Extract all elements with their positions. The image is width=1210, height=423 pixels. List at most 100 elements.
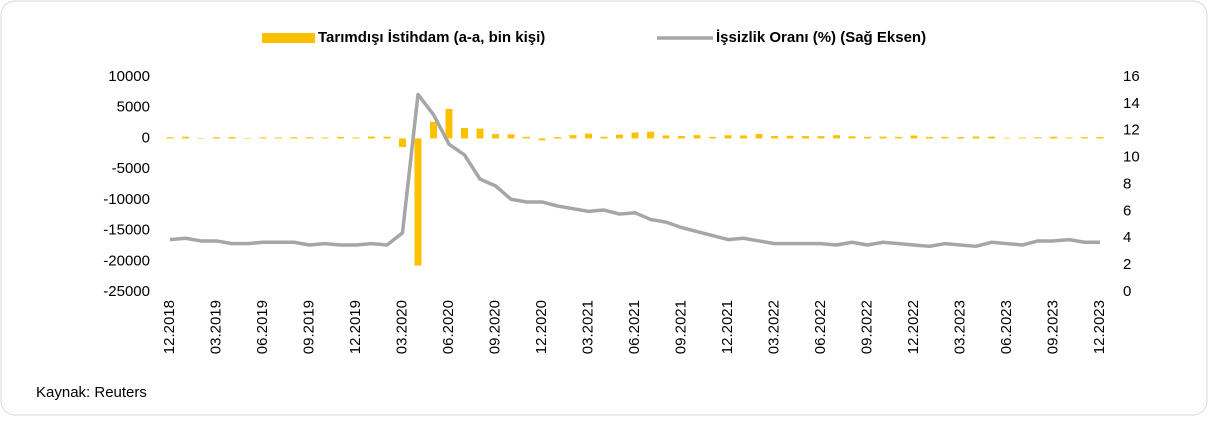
bar (600, 136, 608, 139)
x-tick-label: 03.2022 (765, 300, 782, 354)
bar (476, 128, 484, 139)
bar (926, 136, 933, 139)
bar (1065, 137, 1073, 139)
x-tick-label: 12.2018 (161, 300, 178, 354)
y-tick-label: -20000 (103, 252, 150, 269)
bar (259, 137, 267, 139)
y-tick-label: 0 (142, 129, 150, 146)
x-tick-label: 06.2021 (626, 300, 643, 354)
bar (1034, 137, 1042, 139)
x-tick-label: 09.2023 (1044, 300, 1061, 354)
bar (957, 137, 964, 139)
y-tick-label: -5000 (112, 160, 150, 177)
bar (275, 137, 282, 139)
x-tick-label: 12.2022 (905, 300, 922, 354)
bar (662, 135, 670, 139)
bar (399, 138, 406, 148)
bar (910, 135, 918, 139)
bar (523, 136, 530, 139)
x-tick-label: 06.2023 (998, 300, 1015, 354)
x-tick-label: 06.2022 (812, 300, 829, 354)
bar (368, 136, 375, 139)
bar (228, 137, 236, 139)
x-tick-label: 06.2020 (440, 300, 457, 354)
bar (383, 136, 391, 139)
bar (507, 134, 515, 139)
bar (988, 136, 995, 139)
bar (445, 108, 453, 139)
y2-tick-label: 0 (1123, 283, 1131, 300)
bar (693, 135, 701, 139)
bar (1081, 137, 1088, 139)
x-tick-label: 09.2019 (300, 300, 317, 354)
y2-tick-label: 4 (1123, 229, 1131, 246)
bar (337, 136, 344, 139)
bar (864, 136, 871, 139)
source: Kaynak: Reuters (36, 384, 147, 401)
bar (631, 132, 639, 139)
legend-swatch (262, 33, 315, 43)
bar (817, 136, 825, 139)
bar (213, 137, 220, 139)
y2-tick-label: 16 (1123, 68, 1140, 85)
x-tick-label: 03.2019 (207, 300, 224, 354)
y2-tick-label: 2 (1123, 256, 1131, 273)
bar (430, 121, 437, 139)
bar (306, 137, 313, 139)
bar (879, 136, 887, 139)
x-tick-label: 12.2020 (533, 300, 550, 354)
legend-label: Tarımdışı İstihdam (a-a, bin kişi) (318, 29, 545, 46)
y2-tick-label: 14 (1123, 95, 1140, 112)
x-tick-label: 12.2021 (719, 300, 736, 354)
bar (802, 136, 809, 139)
bar (1050, 136, 1057, 139)
bar (941, 136, 949, 139)
y-tick-label: -25000 (103, 283, 150, 300)
y-tick-label: 10000 (108, 68, 150, 85)
bar (569, 135, 577, 139)
x-tick-label: 12.2019 (347, 300, 364, 354)
bar (585, 133, 592, 139)
bar (786, 135, 794, 139)
bar (182, 136, 189, 139)
bar (724, 135, 732, 139)
bar (1096, 137, 1104, 139)
bar (1003, 137, 1011, 139)
bar (554, 137, 561, 139)
bar (290, 137, 298, 139)
x-tick-label: 03.2023 (951, 300, 968, 354)
bar (678, 136, 685, 139)
bar (197, 138, 205, 139)
bar (166, 137, 174, 139)
y2-tick-label: 8 (1123, 175, 1131, 192)
bar (972, 136, 980, 139)
x-tick-label: 09.2022 (858, 300, 875, 354)
y-tick-label: 5000 (117, 99, 150, 116)
bar (647, 131, 654, 139)
y2-tick-label: 6 (1123, 202, 1131, 219)
legend-label: İşsizlik Oranı (%) (Sağ Eksen) (716, 29, 926, 46)
bar (740, 135, 747, 139)
bar (538, 138, 546, 141)
x-tick-label: 09.2020 (486, 300, 503, 354)
y2-tick-label: 10 (1123, 149, 1140, 166)
bar (1019, 137, 1026, 139)
bar (492, 134, 499, 139)
y2-tick-label: 12 (1123, 122, 1140, 139)
y-tick-label: -15000 (103, 222, 150, 239)
bar (848, 136, 856, 139)
bar (616, 134, 623, 139)
bar (709, 136, 716, 139)
bar (321, 137, 329, 139)
line (169, 92, 1100, 249)
bar (352, 137, 360, 139)
bar (755, 134, 763, 139)
x-tick-label: 09.2021 (672, 300, 689, 354)
bar (414, 138, 422, 266)
bar (833, 135, 840, 139)
x-tick-label: 03.2021 (579, 300, 596, 354)
bar (461, 127, 468, 139)
